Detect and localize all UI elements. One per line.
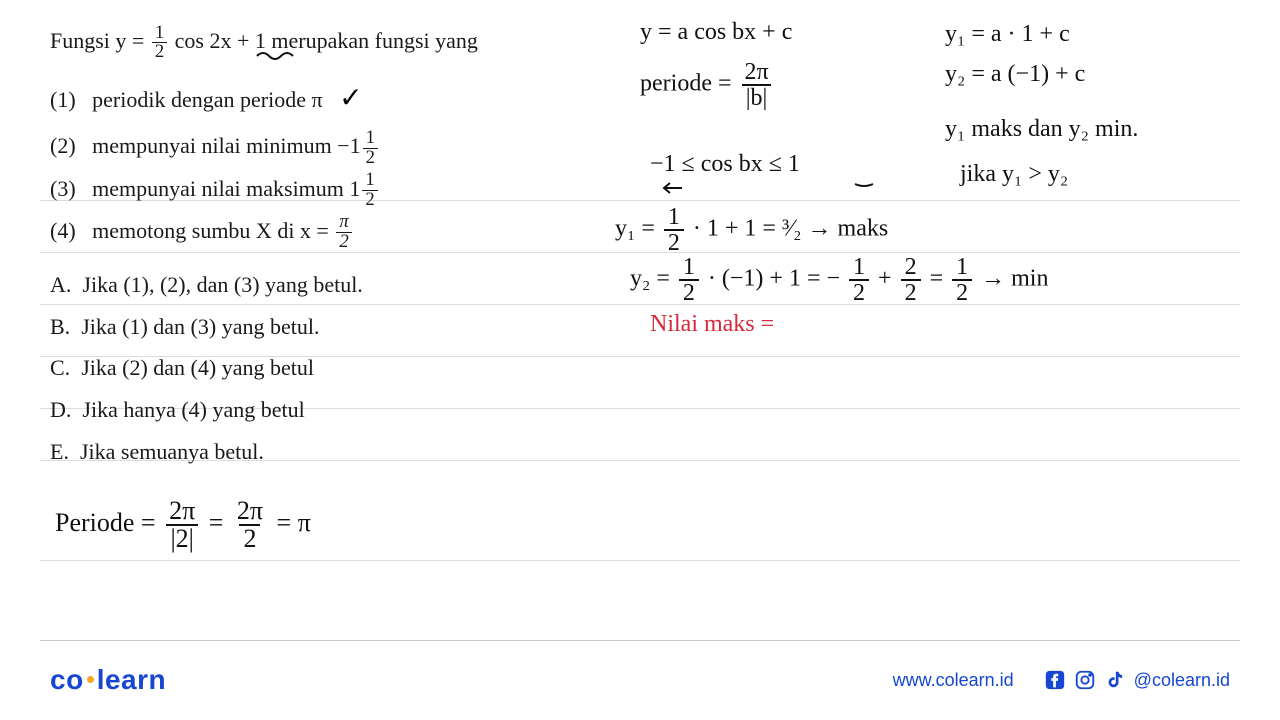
hw-maks-min-note: y₁ maks dan y₂ min. — [945, 115, 1138, 144]
hw-y2-eq: y₂ = a (−1) + c — [945, 60, 1085, 89]
footer: colearn www.colearn.id @colearn.id — [0, 640, 1280, 720]
statement-list: (1) periodik dengan periode π ✓ (2) memp… — [50, 72, 620, 252]
hw-period-calc: Periode = 2π|2| = 2π2 = π — [55, 498, 311, 552]
statement-4: (4) memotong sumbu X di x = π2 — [50, 210, 620, 252]
statement-1: (1) periodik dengan periode π ✓ — [50, 72, 620, 125]
intro-b: cos 2x + 1 merupakan fungsi yang — [175, 28, 478, 53]
hw-cos-bounds: −1 ≤ cos bx ≤ 1 — [650, 150, 800, 179]
arrow-left-icon — [660, 182, 684, 196]
hw-y1-eq: y₁ = a · 1 + c — [945, 20, 1070, 49]
statement-2: (2) mempunyai nilai minimum −112 — [50, 125, 620, 167]
facebook-icon — [1044, 669, 1066, 691]
underline-icon — [853, 180, 875, 188]
footer-url: www.colearn.id — [893, 670, 1014, 691]
instagram-icon — [1074, 669, 1096, 691]
hw-general-form: y = a cos bx + c — [640, 18, 792, 47]
social-group: @colearn.id — [1044, 669, 1230, 691]
statement-3: (3) mempunyai nilai maksimum 112 — [50, 168, 620, 210]
choice-b: B. Jika (1) dan (3) yang betul. — [50, 306, 620, 348]
tiktok-icon — [1104, 669, 1126, 691]
checkmark-icon: ✓ — [339, 83, 362, 114]
hw-y1-calc: y₁ = 12 · 1 + 1 = ³⁄₂ → maks — [615, 205, 888, 255]
footer-right: www.colearn.id @colearn.id — [893, 669, 1230, 691]
colearn-logo: colearn — [50, 664, 166, 696]
squiggle-underline-icon — [255, 50, 295, 64]
one-half-fraction: 1 2 — [152, 24, 167, 62]
choice-a: A. Jika (1), (2), dan (3) yang betul. — [50, 264, 620, 306]
choice-c: C. Jika (2) dan (4) yang betul — [50, 347, 620, 389]
hw-period-formula: periode = 2π |b| — [640, 60, 776, 110]
hw-condition: jika y₁ > y₂ — [960, 160, 1068, 189]
logo-dot-icon — [87, 676, 94, 683]
answer-choices: A. Jika (1), (2), dan (3) yang betul. B.… — [50, 264, 620, 473]
hw-nilai-maks: Nilai maks = — [650, 310, 774, 339]
choice-d: D. Jika hanya (4) yang betul — [50, 389, 620, 431]
social-handle: @colearn.id — [1134, 670, 1230, 691]
intro-a: Fungsi y = — [50, 28, 150, 53]
problem-text: Fungsi y = 1 2 cos 2x + 1 merupakan fung… — [50, 20, 620, 473]
choice-e: E. Jika semuanya betul. — [50, 431, 620, 473]
problem-intro: Fungsi y = 1 2 cos 2x + 1 merupakan fung… — [50, 20, 620, 62]
hw-y2-calc: y₂ = 12 · (−1) + 1 = − 12 + 22 = 12 → mi… — [630, 255, 1048, 305]
